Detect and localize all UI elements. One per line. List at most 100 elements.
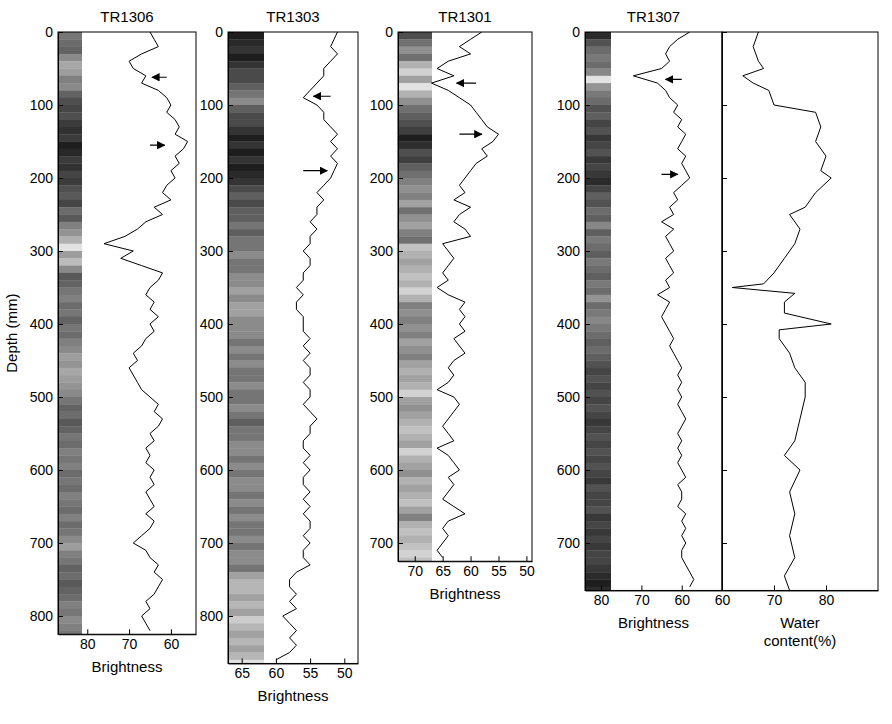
core-image-band [58,550,82,558]
y-tick-label: 100 [30,97,54,113]
arrow [314,96,331,97]
x-axis-title: Watercontent(%) [764,614,837,648]
core-image-band [585,368,611,376]
core-image-band [58,507,82,515]
y-tick-mark [722,105,727,106]
core-image-band [58,215,82,223]
y-tick-label: 100 [200,97,224,113]
x-tick: 55 [303,658,319,681]
core-image-band [58,90,82,98]
y-tick: 200 [370,170,403,186]
core-image-band [398,258,432,266]
y-tick-label: 200 [557,170,581,186]
core-image-band [398,361,432,369]
core-image-band [58,521,82,529]
core-image-band [58,171,82,179]
core-image-band [398,317,432,325]
x-tick: 70 [634,585,650,608]
x-tick: 60 [674,585,690,608]
x-tick-label: 50 [519,563,535,579]
core-image-band [585,171,611,179]
core-image-band [228,149,264,157]
core-image-band [398,368,432,376]
axis-line [59,634,197,635]
core-image-band [228,54,264,62]
core-image-band [228,601,264,609]
panel-title: TR1303 [266,8,319,25]
plot-frame [58,32,196,634]
core-image-band [228,631,264,639]
arrow [666,79,682,80]
core-image-band [58,142,82,150]
profile-line [104,32,188,631]
core-image-band [398,339,432,347]
y-axis: 0100200300400500600700800 [30,24,63,635]
core-image-band [58,528,82,536]
core-image-band [58,112,82,120]
core-image-band [585,244,611,252]
core-image-band [398,309,432,317]
y-tick-label: 500 [370,389,394,405]
core-image-band [585,251,611,259]
y-tick-mark [398,470,403,471]
x-tick-label: 55 [303,665,319,681]
y-tick: 600 [200,462,233,478]
y-tick-mark [398,251,403,252]
x-tick-mark [443,556,444,561]
core-image-band [228,375,264,383]
core-image-band [228,273,264,281]
core-image-band [228,134,264,142]
core-image-band [585,353,611,361]
core-image-band [228,645,264,653]
y-tick-label: 0 [385,24,393,40]
y-tick-mark [228,543,233,544]
x-tick-label: 70 [767,592,783,608]
axis-line [723,590,879,591]
y-tick-mark [585,178,590,179]
y-axis: 0100200300400500600700800 [200,24,233,664]
core-image-band [228,390,264,398]
y-tick-mark [228,616,233,617]
core-image-band [58,331,82,339]
core-image-band [585,587,611,591]
core-image-band [58,295,82,303]
core-image-band [58,76,82,84]
y-tick: 300 [200,243,233,259]
axis-line [228,33,229,664]
x-tick-label: 70 [634,592,650,608]
core-image-band [228,32,264,40]
y-axis: 0100200300400500600700 [370,24,403,562]
core-image-band [585,32,611,40]
y-tick: 600 [30,462,63,478]
core-image-band [228,112,264,120]
y-tick-mark [58,470,63,471]
core-image-band [585,54,611,62]
core-image-band [585,156,611,164]
y-tick: 100 [200,97,233,113]
core-image-band [228,572,264,580]
core-image-band [58,368,82,376]
core-image-band [398,521,432,529]
axis-line [58,33,59,635]
x-axis-title: Brightness [618,614,689,631]
x-tick: 65 [435,556,451,579]
core-image-band [58,514,82,522]
core-image-band [58,302,82,310]
core-image-band [398,441,432,449]
core-image-band [58,156,82,164]
core-image-band [228,309,264,317]
core-image-band [585,404,611,412]
y-tick: 500 [370,389,403,405]
y-tick [722,543,727,544]
core-image-band [228,339,264,347]
core-image-band [58,120,82,128]
axis-line [399,561,533,562]
core-image-band [58,105,82,113]
core-image-band [585,69,611,77]
core-image-band [585,375,611,383]
core-image-band [585,339,611,347]
core-image-band [58,273,82,281]
core-image-band [58,463,82,471]
y-tick: 200 [200,170,233,186]
axis-line [722,33,723,591]
